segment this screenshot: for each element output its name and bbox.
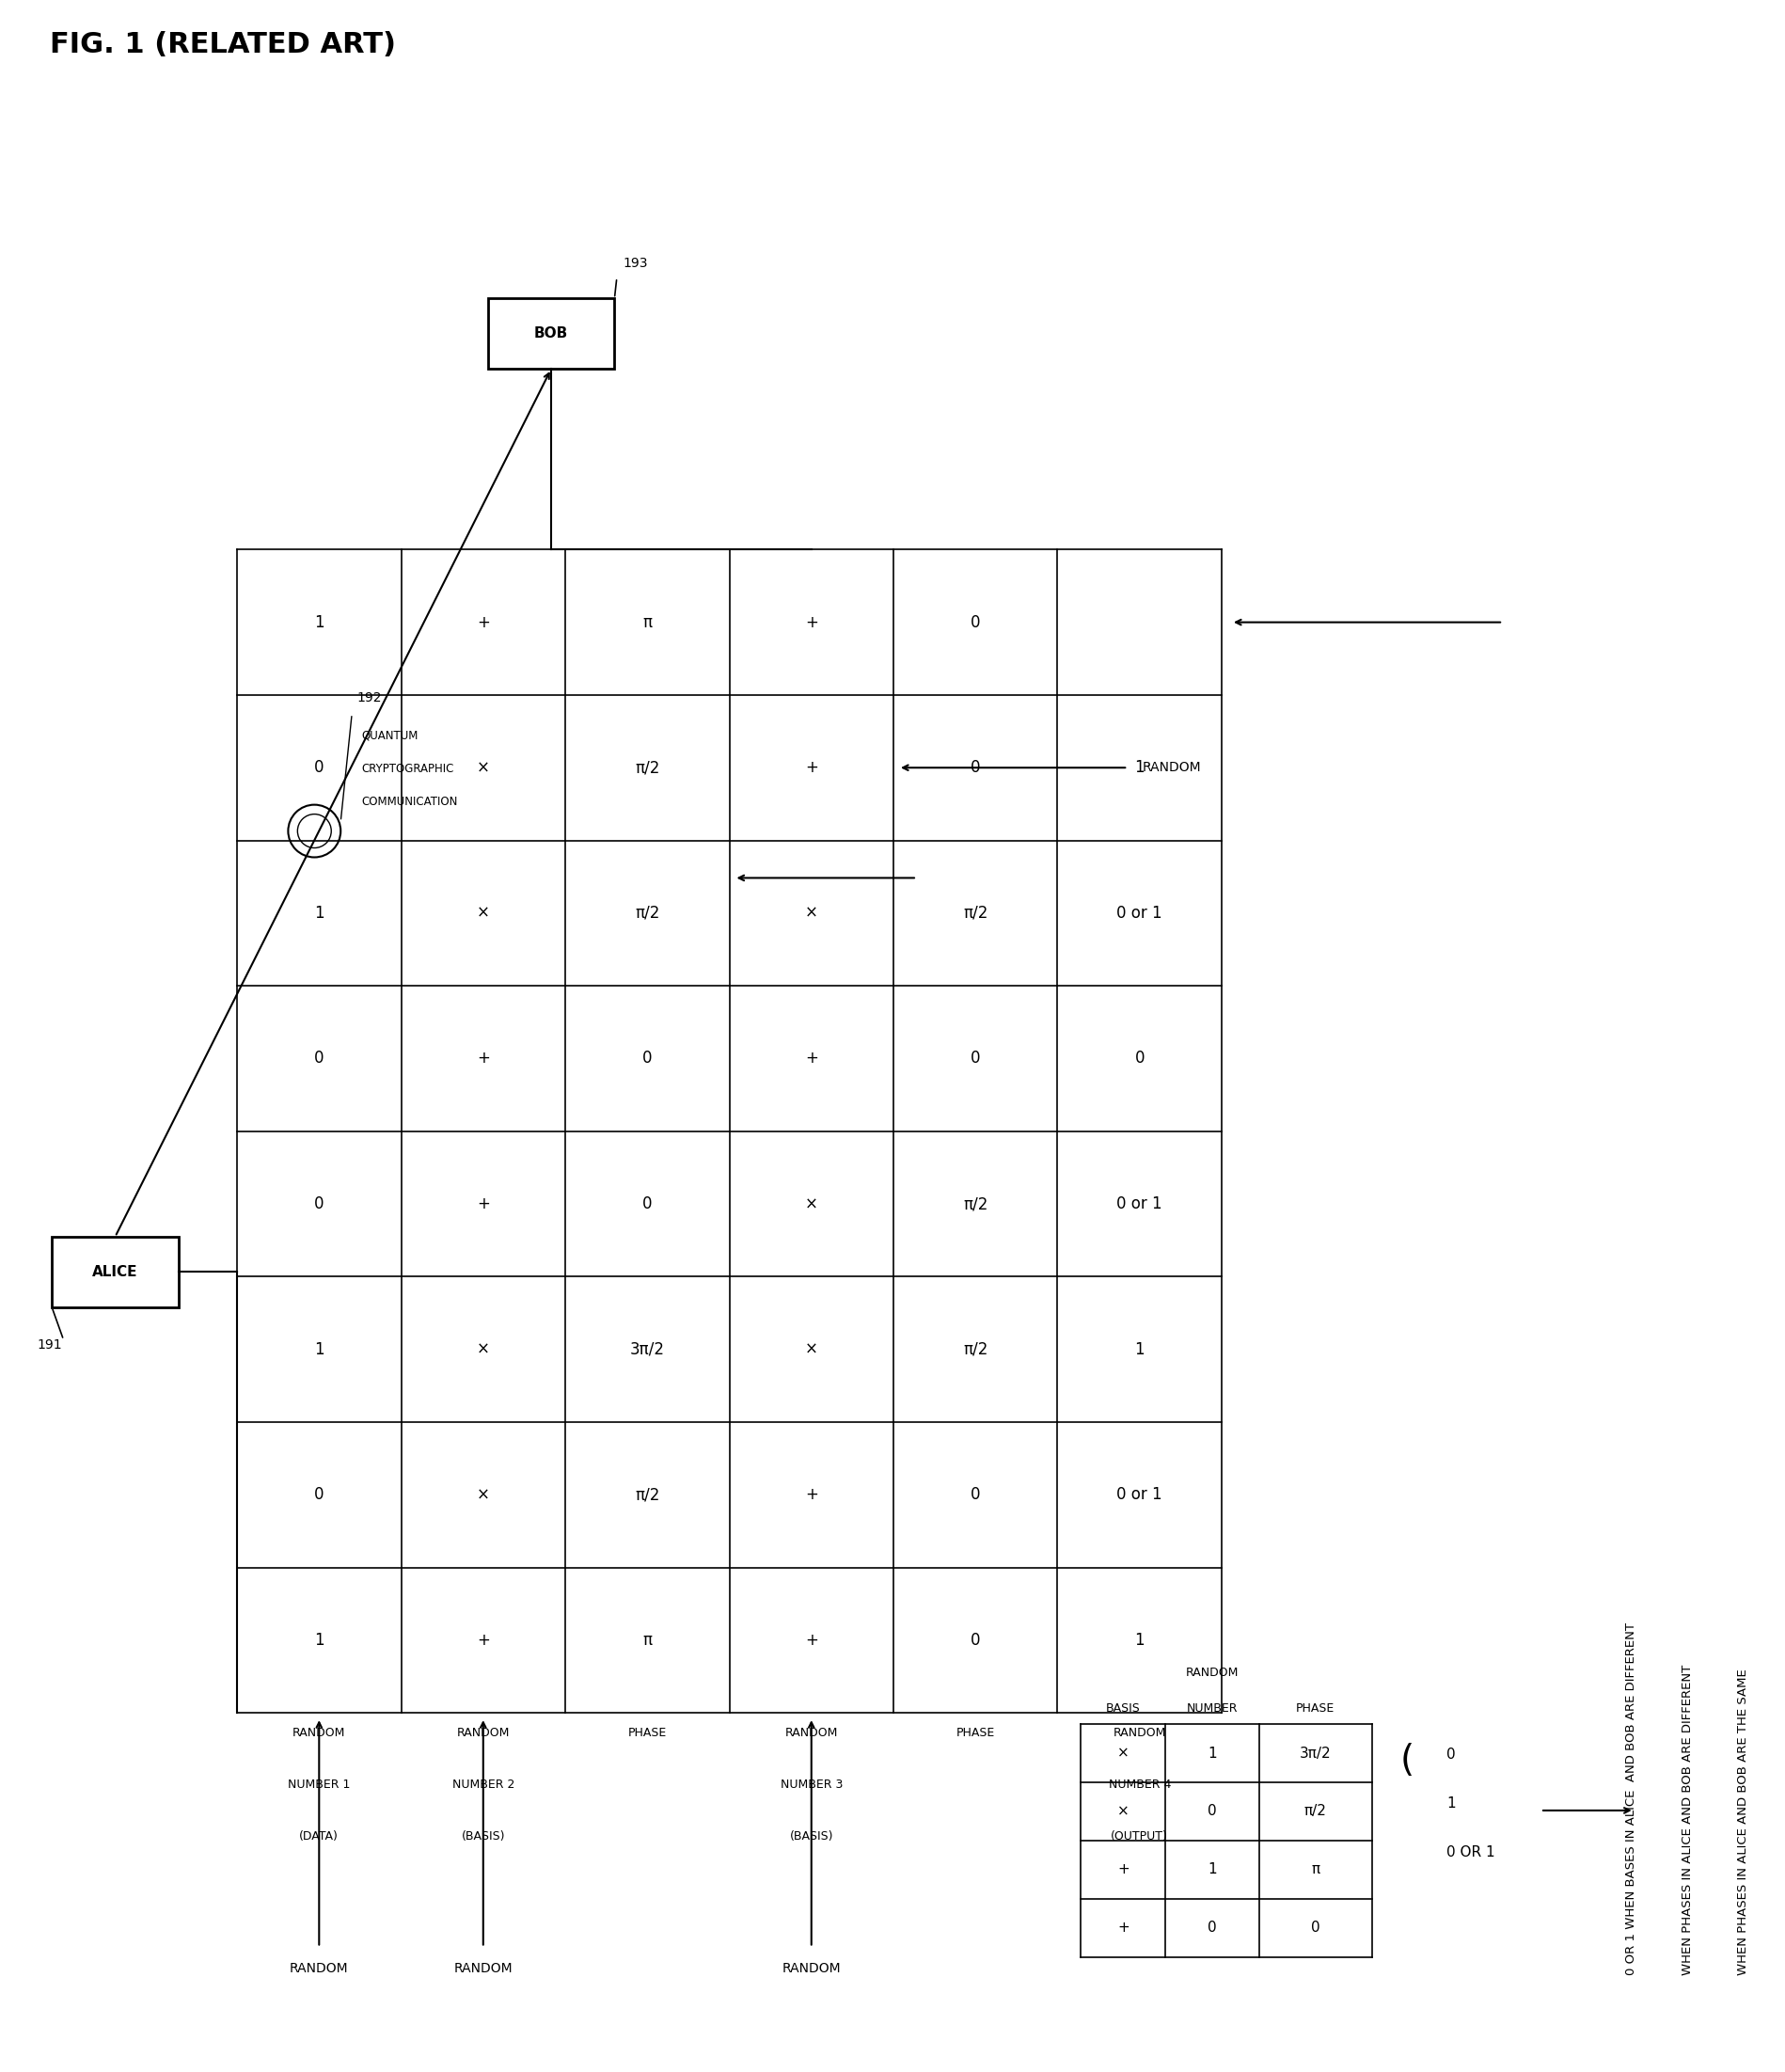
Text: (OUTPUT): (OUTPUT): [1110, 1830, 1167, 1842]
Text: 0: 0: [314, 1051, 325, 1067]
Text: 0: 0: [1208, 1921, 1217, 1935]
Text: 1: 1: [314, 613, 325, 630]
Text: 0: 0: [971, 613, 980, 630]
Text: COMMUNICATION: COMMUNICATION: [361, 796, 457, 808]
Text: +: +: [805, 613, 818, 630]
Text: ×: ×: [477, 758, 489, 777]
Text: 0: 0: [1446, 1747, 1457, 1761]
Text: BOB: BOB: [534, 327, 568, 340]
Text: 1: 1: [1208, 1747, 1217, 1761]
Text: +: +: [805, 758, 818, 777]
Text: +: +: [477, 1633, 489, 1649]
Text: RANDOM: RANDOM: [289, 1962, 348, 1975]
Text: PHASE: PHASE: [628, 1726, 666, 1738]
Text: WHEN PHASES IN ALICE AND BOB ARE DIFFERENT: WHEN PHASES IN ALICE AND BOB ARE DIFFERE…: [1681, 1666, 1694, 1975]
Text: +: +: [1117, 1921, 1130, 1935]
Text: π: π: [1312, 1863, 1319, 1877]
Text: ALICE: ALICE: [93, 1264, 137, 1278]
Text: 1: 1: [314, 905, 325, 922]
Text: 0: 0: [971, 758, 980, 777]
Text: ×: ×: [477, 1341, 489, 1357]
Text: +: +: [1117, 1863, 1130, 1877]
Text: RANDOM: RANDOM: [457, 1726, 511, 1738]
Text: ×: ×: [805, 905, 818, 922]
Text: +: +: [477, 1196, 489, 1212]
Text: QUANTUM: QUANTUM: [361, 729, 418, 742]
Text: π/2: π/2: [964, 1341, 987, 1357]
Text: ×: ×: [477, 1486, 489, 1502]
Text: 0: 0: [971, 1051, 980, 1067]
Text: RANDOM: RANDOM: [453, 1962, 512, 1975]
Text: +: +: [477, 1051, 489, 1067]
Text: 0: 0: [971, 1633, 980, 1649]
Text: π: π: [643, 1633, 652, 1649]
Text: 1: 1: [314, 1341, 325, 1357]
Text: 1: 1: [1208, 1863, 1217, 1877]
Text: 0: 0: [643, 1196, 652, 1212]
Text: RANDOM: RANDOM: [782, 1962, 841, 1975]
Text: +: +: [477, 613, 489, 630]
Text: (BASIS): (BASIS): [461, 1830, 505, 1842]
Text: RANDOM: RANDOM: [293, 1726, 346, 1738]
Text: 1: 1: [1135, 758, 1144, 777]
Text: π/2: π/2: [635, 1486, 660, 1502]
Text: (BASIS): (BASIS): [789, 1830, 834, 1842]
Text: 0 OR 1 WHEN BASES IN ALICE  AND BOB ARE DIFFERENT: 0 OR 1 WHEN BASES IN ALICE AND BOB ARE D…: [1624, 1622, 1637, 1975]
Text: NUMBER 3: NUMBER 3: [780, 1778, 843, 1790]
Text: PHASE: PHASE: [957, 1726, 994, 1738]
Text: BASIS: BASIS: [1107, 1703, 1141, 1716]
Text: RANDOM: RANDOM: [1185, 1666, 1239, 1678]
Text: 0: 0: [1208, 1805, 1217, 1819]
Text: 193: 193: [623, 257, 648, 269]
Text: 1: 1: [1135, 1633, 1144, 1649]
Text: 1: 1: [1446, 1796, 1457, 1811]
Text: RANDOM: RANDOM: [1114, 1726, 1166, 1738]
Text: +: +: [805, 1051, 818, 1067]
Text: RANDOM: RANDOM: [785, 1726, 837, 1738]
Bar: [487, 298, 614, 369]
Text: 0 or 1: 0 or 1: [1117, 905, 1162, 922]
Text: 1: 1: [314, 1633, 325, 1649]
Text: ×: ×: [477, 905, 489, 922]
Text: 0: 0: [314, 1486, 325, 1502]
Text: π/2: π/2: [635, 758, 660, 777]
Text: 191: 191: [37, 1339, 62, 1351]
Text: (DATA): (DATA): [300, 1830, 339, 1842]
Text: π/2: π/2: [635, 905, 660, 922]
Text: CRYPTOGRAPHIC: CRYPTOGRAPHIC: [361, 762, 453, 775]
Text: NUMBER: NUMBER: [1187, 1703, 1237, 1716]
Text: 0: 0: [1310, 1921, 1319, 1935]
Text: ×: ×: [1117, 1747, 1130, 1761]
Text: 0: 0: [643, 1051, 652, 1067]
Text: (: (: [1399, 1743, 1414, 1778]
Text: ×: ×: [805, 1341, 818, 1357]
Text: +: +: [805, 1633, 818, 1649]
Text: π/2: π/2: [1305, 1805, 1326, 1819]
Text: 0 OR 1: 0 OR 1: [1446, 1846, 1496, 1859]
Text: π/2: π/2: [964, 905, 987, 922]
Text: 192: 192: [357, 692, 382, 704]
Text: ×: ×: [1117, 1805, 1130, 1819]
Text: FIG. 1 (RELATED ART): FIG. 1 (RELATED ART): [50, 31, 396, 58]
Text: 0 or 1: 0 or 1: [1117, 1486, 1162, 1502]
Text: 0: 0: [1135, 1051, 1144, 1067]
Text: ×: ×: [805, 1196, 818, 1212]
Text: 1: 1: [1135, 1341, 1144, 1357]
Text: NUMBER 4: NUMBER 4: [1108, 1778, 1171, 1790]
Text: WHEN PHASES IN ALICE AND BOB ARE THE SAME: WHEN PHASES IN ALICE AND BOB ARE THE SAM…: [1737, 1670, 1749, 1975]
Text: NUMBER 1: NUMBER 1: [287, 1778, 350, 1790]
Text: +: +: [805, 1486, 818, 1502]
Text: π/2: π/2: [964, 1196, 987, 1212]
Text: RANDOM: RANDOM: [1142, 760, 1201, 775]
Text: π: π: [643, 613, 652, 630]
Text: PHASE: PHASE: [1296, 1703, 1335, 1716]
Text: NUMBER 2: NUMBER 2: [452, 1778, 514, 1790]
Text: 0: 0: [314, 1196, 325, 1212]
Text: 0 or 1: 0 or 1: [1117, 1196, 1162, 1212]
Bar: [52, 1237, 178, 1307]
Text: 3π/2: 3π/2: [1299, 1747, 1332, 1761]
Text: 0: 0: [971, 1486, 980, 1502]
Text: 0: 0: [314, 758, 325, 777]
Text: 3π/2: 3π/2: [630, 1341, 664, 1357]
